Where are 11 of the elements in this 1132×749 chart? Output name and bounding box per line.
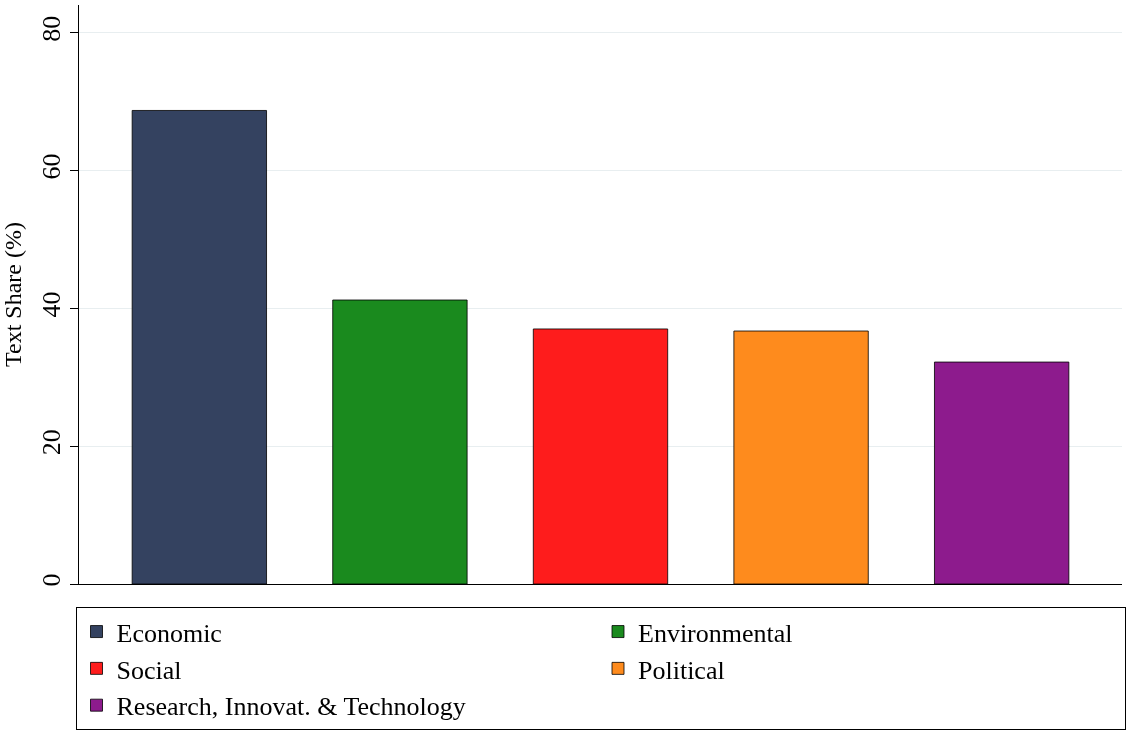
legend-label: Social	[116, 655, 182, 685]
y-tick-label: 40	[36, 291, 66, 318]
y-tick-label: 20	[36, 429, 66, 456]
y-tick-label: 80	[36, 15, 66, 42]
y-axis-title: Text Share (%)	[0, 222, 26, 367]
legend-label: Economic	[116, 618, 222, 648]
legend-label: Research, Innovat. & Technology	[116, 692, 466, 722]
legend-label: Environmental	[638, 618, 793, 648]
legend-label: Political	[638, 655, 725, 685]
y-tick-label: 60	[36, 153, 66, 180]
y-tick-label: 0	[36, 573, 66, 587]
